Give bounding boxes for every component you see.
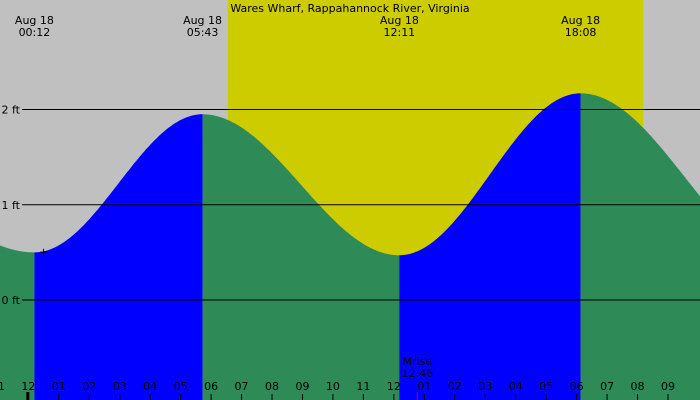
moonrise-label: Mrise: [403, 355, 433, 368]
hour-tick-label: 11: [0, 380, 5, 393]
hour-tick-label: 08: [631, 380, 645, 393]
rising-tide-area: [399, 93, 581, 400]
tide-areas: [0, 93, 700, 400]
falling-tide-area: [202, 114, 400, 400]
rising-tide-area: [34, 114, 203, 400]
tide-date-label: Aug 18: [561, 14, 600, 27]
hour-tick-label: 05: [539, 380, 553, 393]
tide-date-label: Aug 18: [183, 14, 222, 27]
hour-tick-label: 07: [600, 380, 614, 393]
moonrise-time: 12:46: [401, 367, 433, 380]
hour-tick-label: 01: [417, 380, 431, 393]
hour-tick-label: 04: [143, 380, 157, 393]
hour-tick-label: 08: [265, 380, 279, 393]
hour-tick-label: 02: [82, 380, 96, 393]
height-gridlines: 0 ft 1 ft 2 ft: [2, 104, 700, 307]
gridline-label: 1 ft: [2, 199, 21, 212]
hour-axis: 11 12 01 02 03 04 05 06 07 08 09 10 11 12 01 02 03 04 05 06…: [0, 380, 675, 400]
hour-tick-label: 03: [478, 380, 492, 393]
hour-tick-label: 04: [509, 380, 523, 393]
tide-time-label: 00:12: [19, 26, 51, 39]
hour-tick-label: 11: [356, 380, 370, 393]
hour-tick-label: 01: [52, 380, 66, 393]
hour-tick-label: 03: [113, 380, 127, 393]
midnight-marker: [26, 392, 30, 400]
tide-time-label: 05:43: [187, 26, 219, 39]
falling-tide-area: [580, 93, 700, 400]
hour-tick-label: 09: [661, 380, 675, 393]
hour-tick-label: 07: [235, 380, 249, 393]
hour-tick-label: 12: [21, 380, 35, 393]
hour-tick-label: 09: [295, 380, 309, 393]
tide-time-label: 12:11: [383, 26, 415, 39]
hour-tick-label: 02: [448, 380, 462, 393]
hour-tick-label: 05: [174, 380, 188, 393]
gridline-label: 0 ft: [2, 294, 21, 307]
hour-tick-label: 10: [326, 380, 340, 393]
hour-tick-label: 12: [387, 380, 401, 393]
tide-date-label: Aug 18: [380, 14, 419, 27]
hour-tick-label: 06: [570, 380, 584, 393]
chart-title: Wares Wharf, Rappahannock River, Virgini…: [230, 2, 469, 15]
hour-tick-label: 06: [204, 380, 218, 393]
tide-time-label: 18:08: [565, 26, 597, 39]
gridline-label: 2 ft: [2, 104, 21, 117]
falling-tide-area: [0, 245, 35, 400]
tide-date-label: Aug 18: [15, 14, 54, 27]
current-marker: +: [39, 245, 48, 258]
